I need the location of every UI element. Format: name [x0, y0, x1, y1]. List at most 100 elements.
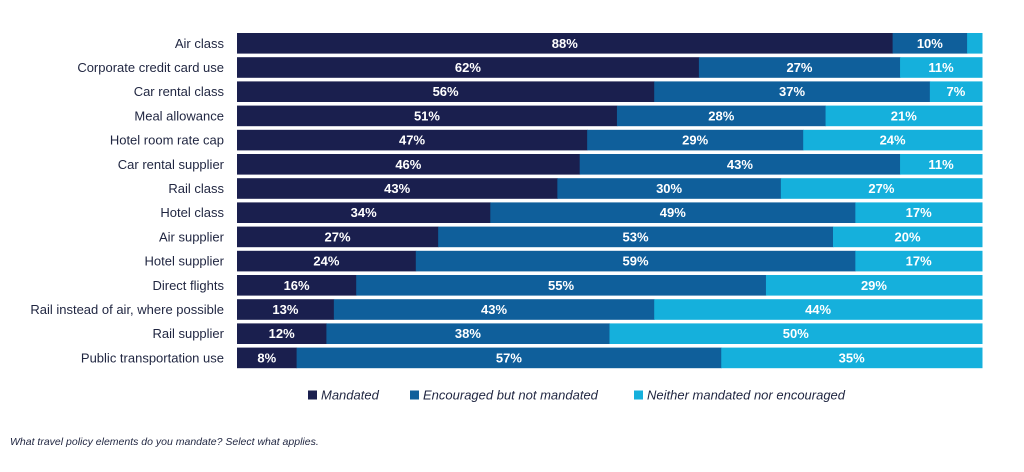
bar-segment — [237, 57, 700, 78]
category-label: Rail class — [168, 181, 224, 196]
bar-segment — [654, 299, 983, 320]
bar-segment — [237, 81, 655, 102]
legend-label: Neither mandated nor encouraged — [647, 388, 846, 403]
data-label: 46% — [395, 157, 421, 172]
data-label: 57% — [496, 350, 522, 365]
data-label: 24% — [880, 133, 906, 148]
bar-segment — [780, 178, 983, 199]
data-label: 24% — [313, 254, 339, 269]
data-label: 37% — [779, 84, 805, 99]
bar-segment — [237, 275, 357, 296]
legend-label: Mandated — [321, 388, 380, 403]
data-label: 20% — [894, 229, 920, 244]
category-label: Car rental class — [134, 84, 225, 99]
data-label: 55% — [548, 278, 574, 293]
data-label: 50% — [783, 326, 809, 341]
bar-segment — [237, 299, 335, 320]
bar-segment — [765, 275, 983, 296]
legend-label: Encouraged but not mandated — [423, 388, 599, 403]
data-label: 43% — [384, 181, 410, 196]
data-label: 43% — [481, 302, 507, 317]
category-label: Rail instead of air, where possible — [30, 302, 224, 317]
legend-swatch — [634, 390, 643, 400]
bar-segment — [237, 105, 618, 127]
bar-segment — [900, 154, 983, 175]
data-label: 16% — [284, 278, 310, 293]
data-label: 47% — [399, 133, 425, 148]
bar-segment — [237, 178, 558, 199]
bar-segment — [803, 129, 983, 151]
data-label: 17% — [906, 205, 932, 220]
data-label: 59% — [623, 254, 649, 269]
data-label: 13% — [272, 302, 298, 317]
bar-segment — [237, 129, 588, 151]
bar-segment — [237, 323, 327, 344]
bar-segment — [579, 154, 901, 175]
bar-segment — [237, 226, 439, 248]
data-label: 11% — [928, 157, 954, 172]
category-label: Air class — [175, 36, 225, 51]
bar-segment — [721, 347, 983, 369]
chart-caption: What travel policy elements do you manda… — [10, 436, 319, 448]
data-label: 38% — [455, 326, 481, 341]
bar-segment — [356, 275, 767, 296]
data-label: 49% — [660, 205, 686, 220]
bar-segment — [833, 226, 983, 248]
data-label: 21% — [891, 108, 917, 123]
data-label: 43% — [727, 157, 753, 172]
data-label: 44% — [805, 302, 831, 317]
data-label: 35% — [839, 350, 865, 365]
bar-segment — [609, 323, 983, 344]
category-label: Air supplier — [159, 229, 225, 244]
bar-segment — [900, 57, 983, 78]
bar-segment — [616, 105, 827, 127]
bar-segment — [698, 57, 901, 78]
data-label: 53% — [623, 229, 649, 244]
category-label: Hotel supplier — [145, 254, 225, 269]
data-label: 27% — [786, 60, 812, 75]
bar-segment — [415, 250, 856, 272]
bar-segment — [855, 202, 983, 223]
bar-segment — [296, 347, 722, 369]
bar-segment — [490, 202, 856, 223]
bar-segment — [557, 178, 782, 199]
bar-segment — [855, 250, 983, 272]
bar-segment — [929, 81, 983, 102]
data-label: 34% — [351, 205, 377, 220]
data-label: 17% — [906, 254, 932, 269]
bar-segment — [438, 226, 834, 248]
bar-segment — [237, 347, 298, 369]
data-label: 51% — [414, 108, 440, 123]
bar-segment — [237, 202, 491, 223]
legend-swatch — [308, 390, 317, 400]
data-label: 7% — [947, 84, 966, 99]
category-label: Meal allowance — [134, 108, 224, 123]
bar-segment — [237, 33, 894, 54]
category-label: Public transportation use — [81, 350, 224, 365]
data-label: 29% — [861, 278, 887, 293]
bar-segment — [892, 33, 968, 54]
data-label: 62% — [455, 60, 481, 75]
category-label: Hotel room rate cap — [110, 133, 224, 148]
bar-segment — [326, 323, 610, 344]
data-label: 28% — [708, 108, 734, 123]
data-label: 27% — [868, 181, 894, 196]
bar-segment — [237, 154, 581, 175]
category-label: Car rental supplier — [118, 157, 225, 172]
category-label: Corporate credit card use — [77, 60, 224, 75]
data-label: 12% — [269, 326, 295, 341]
data-label: 10% — [917, 36, 943, 51]
category-label: Hotel class — [160, 205, 224, 220]
bar-segment — [654, 81, 931, 102]
data-label: 56% — [433, 84, 459, 99]
bar-segment — [587, 129, 804, 151]
legend-swatch — [410, 390, 419, 400]
bar-segment — [967, 33, 983, 54]
category-label: Direct flights — [152, 278, 224, 293]
data-label: 30% — [656, 181, 682, 196]
bar-segment — [825, 105, 983, 127]
data-label: 29% — [682, 133, 708, 148]
bar-segment — [333, 299, 655, 320]
data-label: 11% — [928, 60, 954, 75]
